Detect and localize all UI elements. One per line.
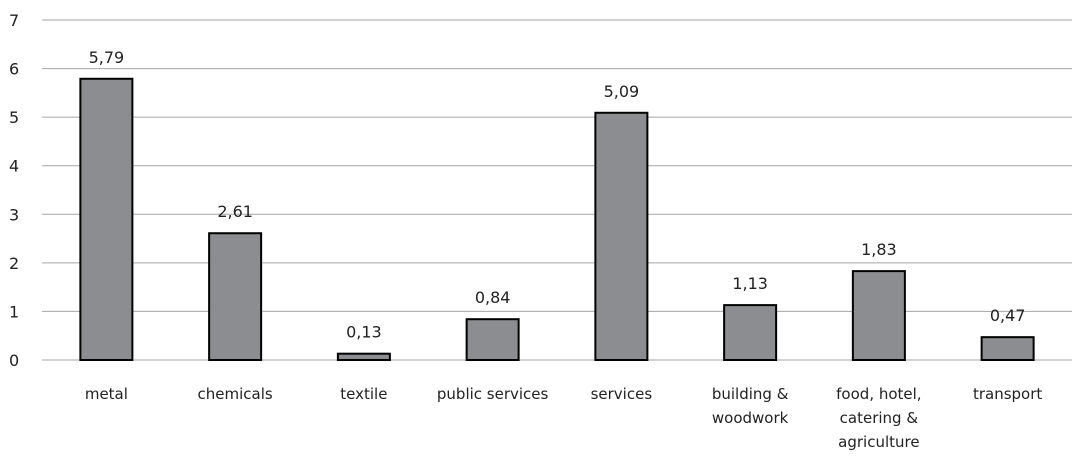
data-labels: 5,79 2,61 0,13 0,84 5,09 1,13 1,83 0,47 xyxy=(89,48,1026,342)
bar xyxy=(208,232,263,362)
category-label-line: food, hotel, xyxy=(836,385,921,403)
data-label: 0,84 xyxy=(475,288,511,307)
category-label-line: chemicals xyxy=(198,385,273,403)
category-label: textile xyxy=(340,385,387,403)
category-label-line: metal xyxy=(85,385,128,403)
y-axis-tick-labels: 0 1 2 3 4 5 6 7 xyxy=(9,11,19,370)
category-label-line: building & xyxy=(712,385,789,403)
y-tick-label: 3 xyxy=(9,205,19,224)
y-tick-label: 1 xyxy=(9,302,19,321)
y-tick-label: 7 xyxy=(9,11,19,30)
y-tick-label: 6 xyxy=(9,60,19,79)
category-label-line: woodwork xyxy=(712,409,789,427)
y-tick-label: 0 xyxy=(9,351,19,370)
bar xyxy=(851,270,906,361)
y-tick-label: 2 xyxy=(9,254,19,273)
bars xyxy=(79,77,1035,362)
x-axis-category-labels: metal chemicals textile public services serv… xyxy=(85,385,1043,451)
category-label-line: agriculture xyxy=(838,433,919,451)
category-label: metal xyxy=(85,385,128,403)
bar xyxy=(465,318,520,362)
data-label: 2,61 xyxy=(217,202,253,221)
category-label: transport xyxy=(973,385,1042,403)
data-label: 5,79 xyxy=(89,48,125,67)
category-label: chemicals xyxy=(198,385,273,403)
gridlines xyxy=(42,19,1072,361)
y-tick-label: 4 xyxy=(9,157,19,176)
bar xyxy=(79,77,134,362)
category-label-line: transport xyxy=(973,385,1042,403)
category-label-line: public services xyxy=(437,385,549,403)
category-label-line: textile xyxy=(340,385,387,403)
bar xyxy=(980,336,1035,361)
data-label: 1,83 xyxy=(861,240,897,259)
data-label: 5,09 xyxy=(604,82,640,101)
bar xyxy=(594,111,649,362)
data-label: 0,13 xyxy=(346,323,382,342)
data-label: 0,47 xyxy=(990,306,1026,325)
data-label: 1,13 xyxy=(732,274,768,293)
category-label-line: catering & xyxy=(840,409,919,427)
category-label-line: services xyxy=(591,385,653,403)
category-label: building & woodwork xyxy=(712,385,789,427)
y-tick-label: 5 xyxy=(9,108,19,127)
category-label: food, hotel, catering & agriculture xyxy=(836,385,921,451)
category-label: services xyxy=(591,385,653,403)
bar xyxy=(336,352,391,361)
bar xyxy=(723,304,778,362)
category-label: public services xyxy=(437,385,549,403)
